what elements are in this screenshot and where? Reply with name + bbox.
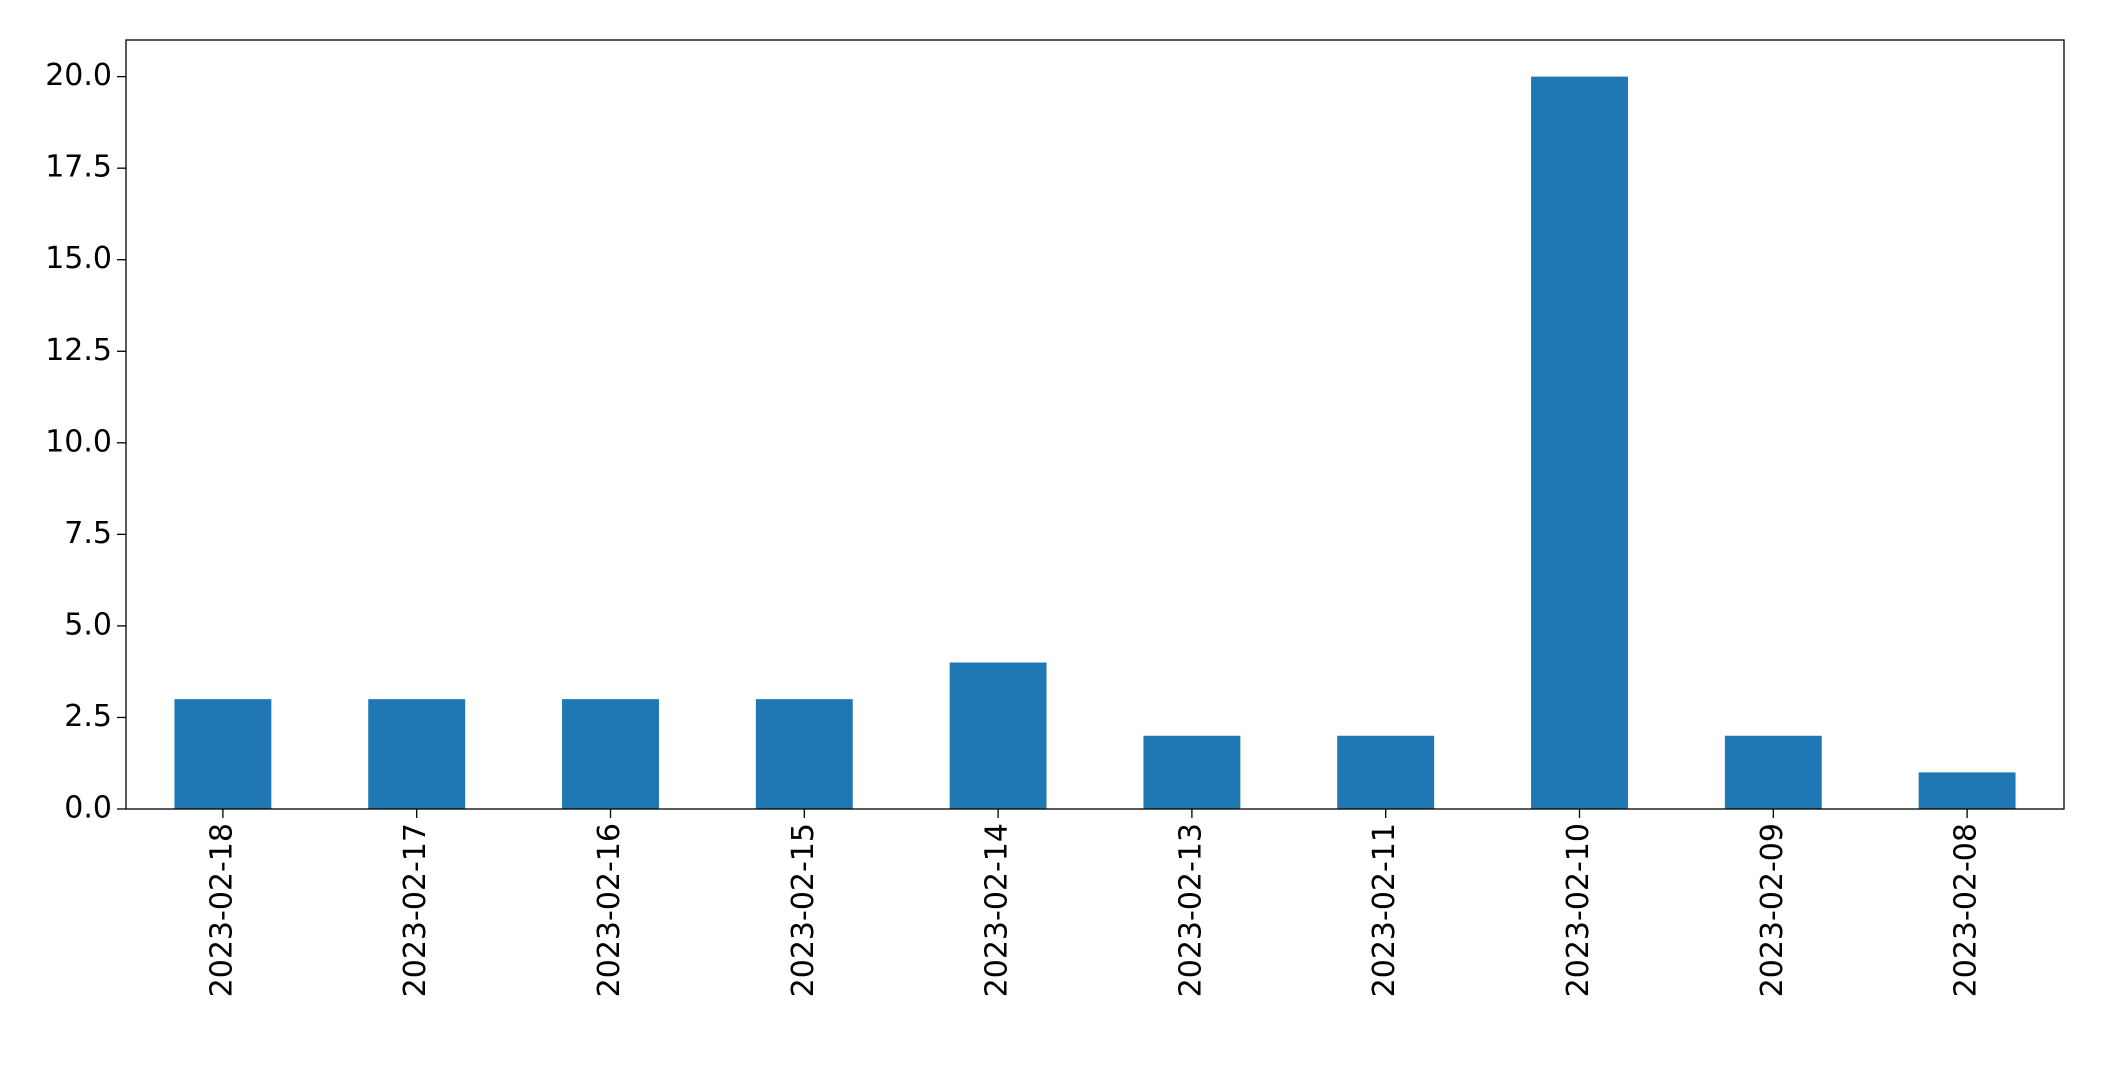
bar [1918, 772, 2016, 809]
plot-frame [125, 39, 2065, 810]
bar [174, 699, 272, 809]
bar [1143, 735, 1241, 809]
x-tick-label: 2023-02-18 [204, 823, 239, 997]
x-tick-label: 2023-02-14 [980, 823, 1015, 997]
x-tick-label: 2023-02-13 [1173, 823, 1208, 997]
bar [1337, 735, 1435, 809]
y-tick-label: 7.5 [64, 516, 112, 551]
bar [1531, 76, 1628, 810]
bar [949, 662, 1047, 809]
y-tick-label: 2.5 [64, 699, 112, 734]
x-tick-label: 2023-02-11 [1367, 823, 1402, 997]
x-tick-label: 2023-02-10 [1561, 823, 1596, 997]
bar [755, 699, 853, 809]
y-tick-label: 15.0 [45, 241, 112, 276]
bar [562, 699, 659, 809]
bar [1724, 735, 1822, 809]
x-tick-label: 2023-02-16 [592, 823, 627, 997]
bar [368, 699, 466, 809]
y-tick-label: 20.0 [45, 58, 112, 93]
x-tick-label: 2023-02-15 [786, 823, 821, 997]
y-tick-label: 5.0 [64, 607, 112, 642]
x-tick-label: 2023-02-17 [398, 823, 433, 997]
x-tick-label: 2023-02-09 [1755, 823, 1790, 997]
y-tick-label: 0.0 [64, 791, 112, 826]
y-tick-label: 10.0 [45, 424, 112, 459]
y-tick-label: 17.5 [45, 150, 112, 185]
x-tick-label: 2023-02-08 [1949, 823, 1984, 997]
y-tick-label: 12.5 [45, 333, 112, 368]
